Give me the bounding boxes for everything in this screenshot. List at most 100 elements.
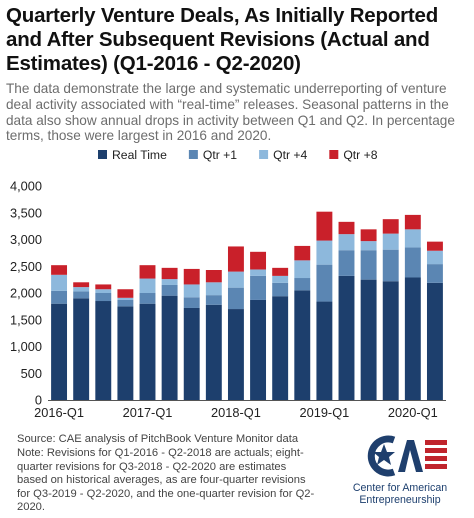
bar-Q1-2019-s3 — [316, 211, 333, 241]
bar-Q2-2020-s2 — [426, 250, 443, 265]
bar-Q3-2019-s3 — [360, 229, 377, 242]
bar-Q4-2019-s0 — [382, 281, 399, 400]
bar-Q3-2016-s0 — [95, 301, 112, 400]
bar-Q2-2016-s3 — [73, 282, 90, 288]
bar-Q4-2016-s1 — [117, 299, 134, 307]
x-tick-label: 2019-Q1 — [299, 405, 349, 420]
bar-Q1-2018-s1 — [227, 287, 244, 310]
bar-Q1-2019-s1 — [316, 264, 333, 302]
bar-Q3-2016-s2 — [95, 289, 112, 293]
bar-Q2-2017-s3 — [161, 267, 178, 280]
bar-Q3-2016-s1 — [95, 293, 112, 302]
bar-Q2-2018-s3 — [250, 251, 267, 270]
legend-swatch-0 — [98, 150, 107, 159]
logo-line-1: Center for American — [352, 482, 448, 494]
bar-Q1-2016-s2 — [51, 274, 68, 291]
bar-Q2-2016-s2 — [73, 287, 90, 292]
legend-swatch-2 — [259, 150, 269, 159]
bar-Q1-2020-s3 — [404, 214, 421, 230]
x-tick-label: 2017-Q1 — [123, 405, 173, 420]
logo-line-2: Entrepreneurship — [359, 494, 441, 506]
bar-Q4-2018-s2 — [294, 260, 311, 279]
chart-legend: Real Time Qtr +1 Qtr +4 Qtr +8 — [98, 148, 378, 162]
y-tick-label: 4,000 — [10, 179, 42, 194]
bar-Q1-2017-s2 — [139, 278, 156, 293]
bar-Q4-2018-s0 — [294, 290, 311, 400]
bar-Q1-2018-s3 — [227, 246, 244, 272]
bar-Q4-2019-s2 — [382, 233, 399, 250]
bar-Q2-2018-s0 — [250, 299, 267, 400]
bar-Q1-2017-s3 — [139, 265, 156, 279]
bar-Q1-2016-s3 — [51, 265, 68, 275]
bar-Q3-2017-s3 — [183, 268, 200, 285]
chart-title: Quarterly Venture Deals, As Initially Re… — [6, 4, 439, 75]
bar-Q3-2017-s2 — [183, 284, 200, 298]
bar-Q1-2020-s1 — [404, 247, 421, 278]
bar-Q2-2019-s1 — [338, 250, 355, 276]
cae-logo: Center for American Entrepreneurship — [332, 432, 468, 512]
y-tick-label: 3,000 — [10, 232, 42, 247]
bar-Q2-2018-s1 — [250, 275, 267, 300]
y-tick-label: 500 — [21, 366, 42, 381]
y-tick-label: 0 — [35, 393, 42, 408]
bar-Q1-2016-s0 — [51, 303, 68, 400]
legend-swatch-3 — [329, 150, 339, 159]
bar-Q1-2017-s0 — [139, 303, 156, 400]
bar-Q4-2017-s2 — [205, 282, 222, 296]
bar-Q1-2019-s2 — [316, 240, 333, 265]
bar-Q4-2017-s1 — [205, 295, 222, 305]
bar-Q4-2016-s2 — [117, 297, 134, 300]
bars-group — [51, 211, 443, 401]
bar-Q1-2018-s2 — [227, 271, 244, 288]
y-tick-label: 1,000 — [10, 339, 42, 354]
y-axis: 0 500 1,000 1,500 2,000 2,500 3,000 3,500 4,000 — [10, 179, 42, 408]
bar-Q2-2020-s1 — [426, 264, 443, 283]
bar-Q3-2018-s2 — [272, 275, 289, 283]
bar-Q2-2019-s0 — [338, 275, 355, 400]
source-note: Source: CAE analysis of PitchBook Ventur… — [17, 433, 299, 445]
bar-Q1-2019-s0 — [316, 301, 333, 400]
legend-swatch-1 — [188, 150, 198, 159]
bar-Q1-2018-s0 — [227, 309, 244, 400]
legend-label-3: Qtr +8 — [343, 148, 377, 162]
bar-Q3-2018-s0 — [272, 296, 289, 400]
x-tick-label: 2018-Q1 — [211, 405, 261, 420]
bar-Q4-2019-s3 — [382, 219, 399, 234]
bar-Q4-2019-s1 — [382, 249, 399, 282]
bar-Q4-2018-s3 — [294, 245, 311, 261]
legend-label-1: Qtr +1 — [203, 148, 237, 162]
x-tick-label: 2020-Q1 — [388, 405, 438, 420]
y-tick-label: 2,500 — [10, 259, 42, 274]
bar-Q1-2016-s1 — [51, 290, 68, 304]
bar-Q3-2018-s1 — [272, 282, 289, 297]
bar-Q4-2016-s0 — [117, 306, 134, 401]
bar-Q3-2017-s0 — [183, 307, 200, 400]
bar-Q3-2019-s1 — [360, 250, 377, 280]
y-tick-label: 2,000 — [10, 286, 42, 301]
x-tick-label: 2016-Q1 — [34, 405, 84, 420]
bar-Q4-2018-s1 — [294, 278, 311, 291]
chart-subtitle: The data demonstrate the large and syste… — [6, 81, 455, 144]
bar-Q1-2017-s1 — [139, 293, 156, 304]
y-tick-label: 1,500 — [10, 312, 42, 327]
bar-Q4-2016-s3 — [117, 289, 134, 298]
bar-Q2-2017-s2 — [161, 279, 178, 285]
bar-Q3-2017-s1 — [183, 297, 200, 308]
bar-Q2-2016-s0 — [73, 298, 90, 400]
bar-Q2-2020-s3 — [426, 241, 443, 251]
legend-label-0: Real Time — [112, 148, 167, 162]
stacked-bar-chart: Real Time Qtr +1 Qtr +4 Qtr +8 0 500 1,000 1,5… — [10, 148, 446, 420]
legend-label-2: Qtr +4 — [273, 148, 307, 162]
bar-Q2-2018-s2 — [250, 269, 267, 276]
bar-Q2-2020-s0 — [426, 282, 443, 400]
cae-logo-mark — [367, 435, 447, 477]
bar-Q2-2019-s3 — [338, 221, 355, 235]
bar-Q4-2017-s3 — [205, 270, 222, 283]
bar-Q1-2020-s0 — [404, 277, 421, 400]
bar-Q3-2018-s3 — [272, 267, 289, 276]
methodology-note: Note: Revisions for Q1-2016 - Q2-2018 ar… — [17, 447, 315, 514]
bar-Q3-2019-s0 — [360, 279, 377, 401]
bar-Q3-2016-s3 — [95, 284, 112, 290]
bar-Q2-2019-s2 — [338, 234, 355, 251]
bar-Q2-2016-s1 — [73, 291, 90, 299]
